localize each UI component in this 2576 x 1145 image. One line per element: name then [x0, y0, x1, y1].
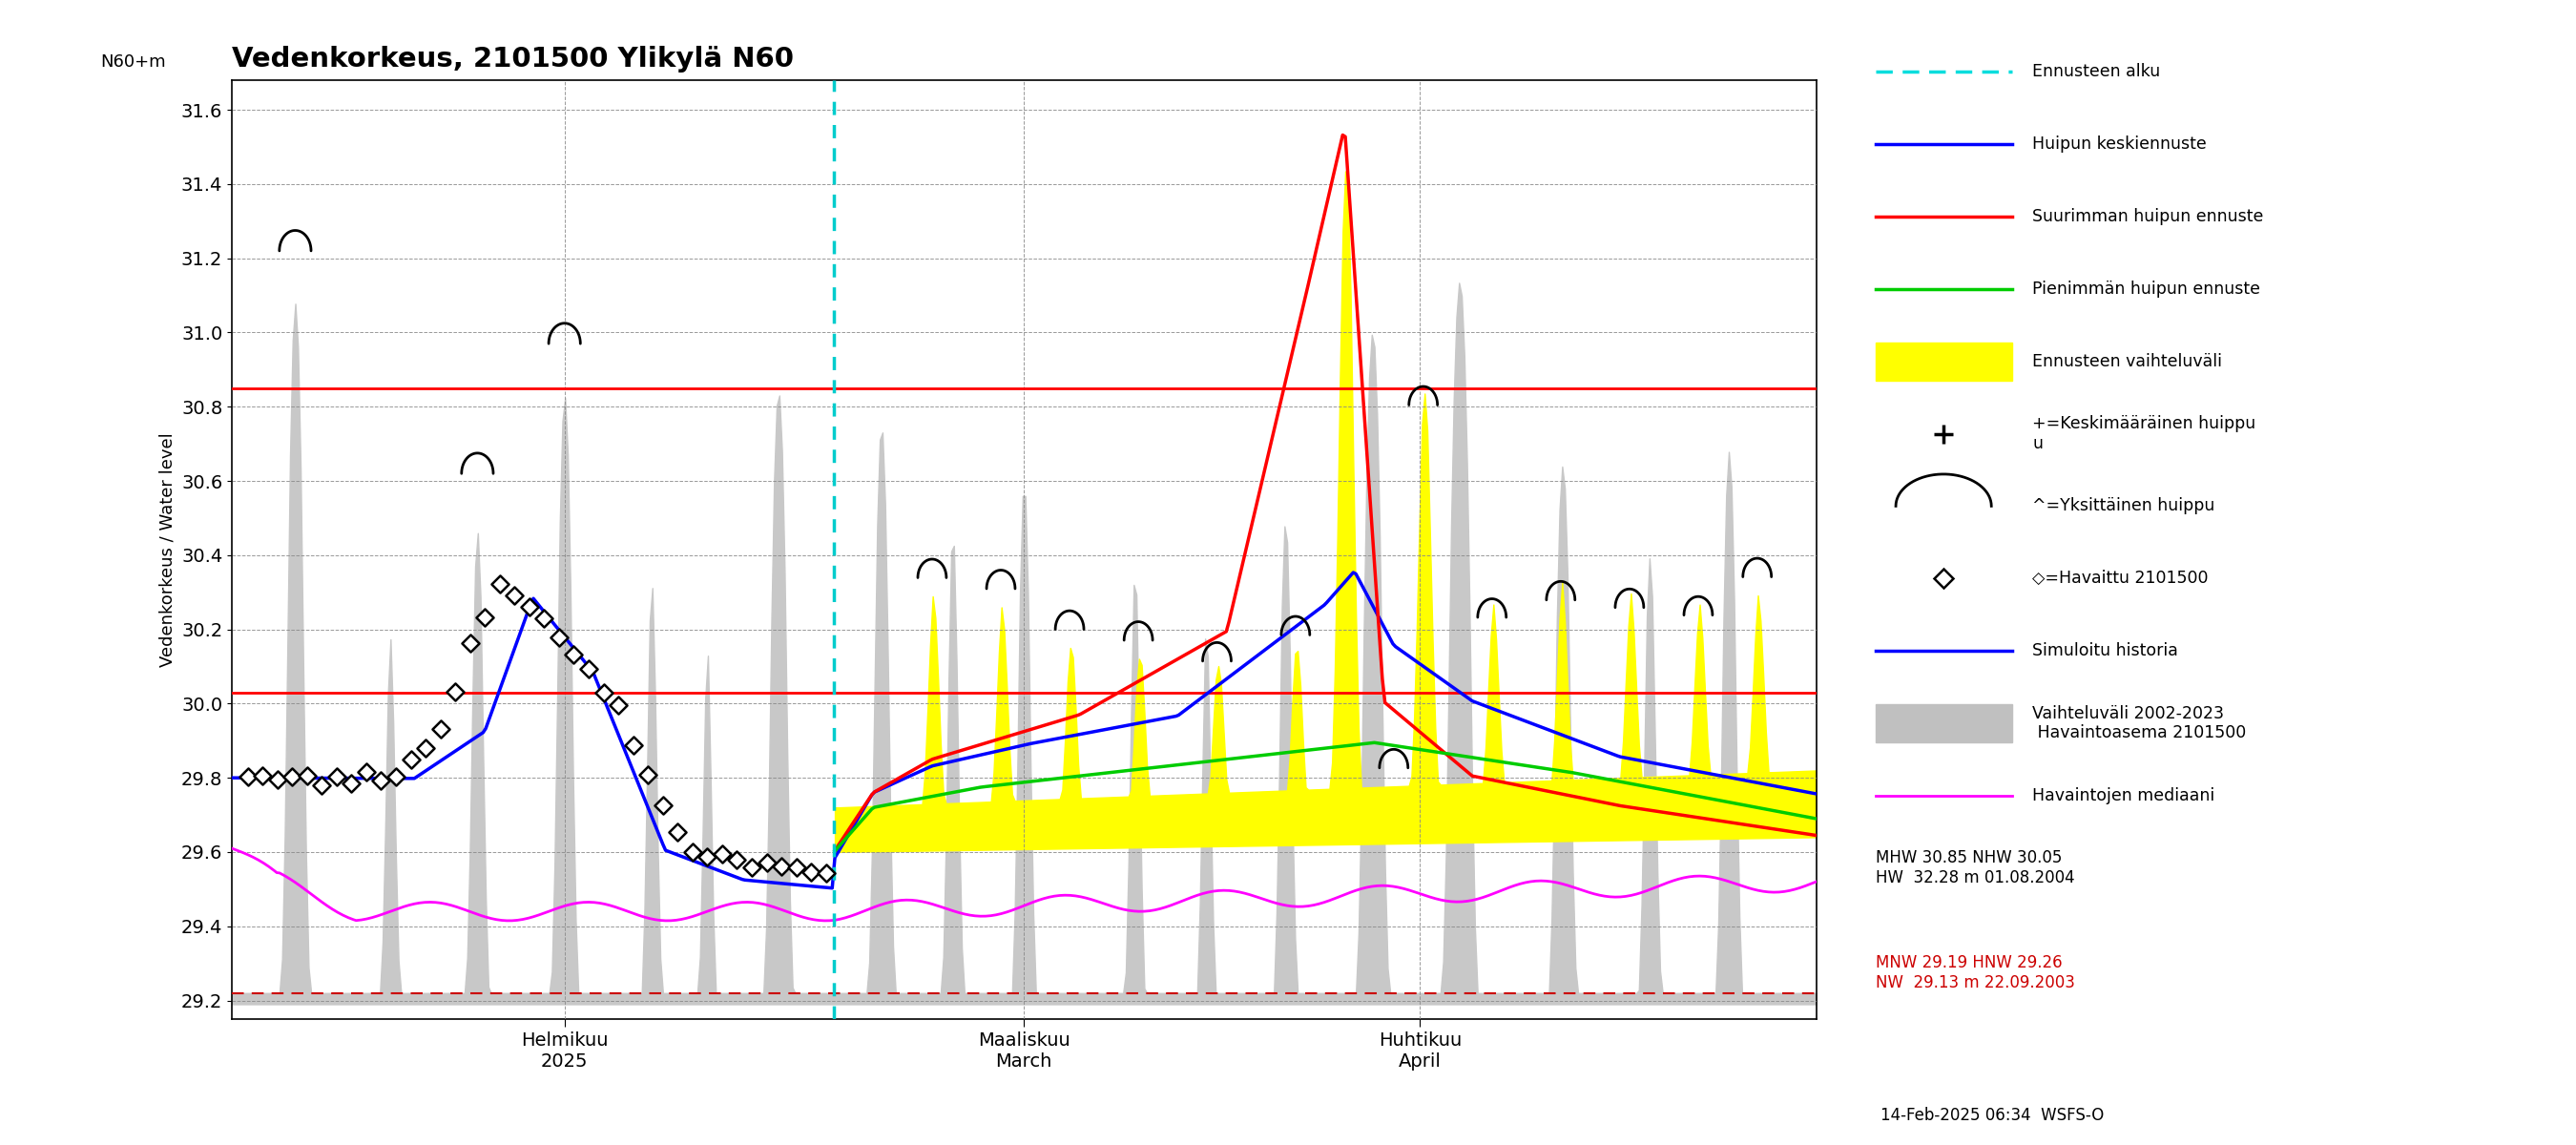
- Point: [538, 627, 580, 646]
- Text: ◇=Havaittu 2101500: ◇=Havaittu 2101500: [2032, 570, 2208, 587]
- Text: Ennusteen vaihteluväli: Ennusteen vaihteluväli: [2032, 353, 2223, 370]
- Text: Vaihteluväli 2002-2023
 Havaintoasema 2101500: Vaihteluväli 2002-2023 Havaintoasema 210…: [2032, 705, 2246, 742]
- Point: [688, 848, 729, 867]
- Text: 14-Feb-2025 06:34  WSFS-O: 14-Feb-2025 06:34 WSFS-O: [1880, 1107, 2105, 1124]
- Point: [732, 859, 773, 877]
- Point: [389, 751, 430, 769]
- Text: Huipun keskiennuste: Huipun keskiennuste: [2032, 135, 2208, 152]
- Point: [242, 766, 283, 784]
- Point: [806, 863, 848, 882]
- Point: [701, 845, 742, 863]
- Point: [629, 765, 670, 783]
- Point: [716, 851, 757, 869]
- Point: [613, 736, 654, 755]
- Point: [657, 823, 698, 842]
- Point: [569, 660, 611, 678]
- Text: Suurimman huipun ennuste: Suurimman huipun ennuste: [2032, 208, 2264, 226]
- Point: [672, 843, 714, 861]
- Point: [345, 763, 386, 781]
- Text: Simuloitu historia: Simuloitu historia: [2032, 642, 2179, 660]
- Point: [464, 608, 505, 626]
- Point: [361, 772, 402, 790]
- Point: [479, 575, 520, 593]
- Text: Havaintojen mediaani: Havaintojen mediaani: [2032, 787, 2215, 804]
- Text: Pienimmän huipun ennuste: Pienimmän huipun ennuste: [2032, 281, 2259, 298]
- Point: [510, 598, 551, 616]
- Bar: [1875, 704, 2012, 742]
- Point: [330, 774, 371, 792]
- Point: [747, 854, 788, 872]
- Point: [495, 586, 536, 605]
- Point: [435, 682, 477, 701]
- Y-axis label: Vedenkorkeus / Water level: Vedenkorkeus / Water level: [160, 433, 175, 666]
- Point: [376, 767, 417, 785]
- Point: [317, 767, 358, 785]
- Text: Vedenkorkeus, 2101500 Ylikylä N60: Vedenkorkeus, 2101500 Ylikylä N60: [232, 46, 793, 72]
- Text: +=Keskimääräinen huippu
u: +=Keskimääräinen huippu u: [2032, 416, 2257, 452]
- Point: [554, 646, 595, 664]
- Text: MNW 29.19 HNW 29.26
NW  29.13 m 22.09.2003: MNW 29.19 HNW 29.26 NW 29.13 m 22.09.200…: [1875, 955, 2074, 992]
- Point: [286, 767, 327, 785]
- Point: [582, 684, 623, 702]
- Point: [301, 776, 343, 795]
- Point: [404, 740, 446, 758]
- Point: [775, 858, 817, 876]
- Point: [227, 768, 268, 787]
- Bar: [1875, 342, 2012, 380]
- Point: [420, 719, 461, 737]
- Point: [791, 862, 832, 881]
- Point: [270, 767, 312, 785]
- Point: [760, 858, 801, 876]
- Point: [523, 609, 564, 627]
- Point: [641, 797, 683, 815]
- Text: Ennusteen alku: Ennusteen alku: [2032, 63, 2161, 80]
- Point: [448, 634, 489, 653]
- Text: ^=Yksittäinen huippu: ^=Yksittäinen huippu: [2032, 497, 2215, 514]
- Text: MHW 30.85 NHW 30.05
HW  32.28 m 01.08.2004: MHW 30.85 NHW 30.05 HW 32.28 m 01.08.200…: [1875, 850, 2074, 886]
- Point: [598, 696, 639, 714]
- Text: N60+m: N60+m: [100, 54, 167, 71]
- Point: [258, 771, 299, 789]
